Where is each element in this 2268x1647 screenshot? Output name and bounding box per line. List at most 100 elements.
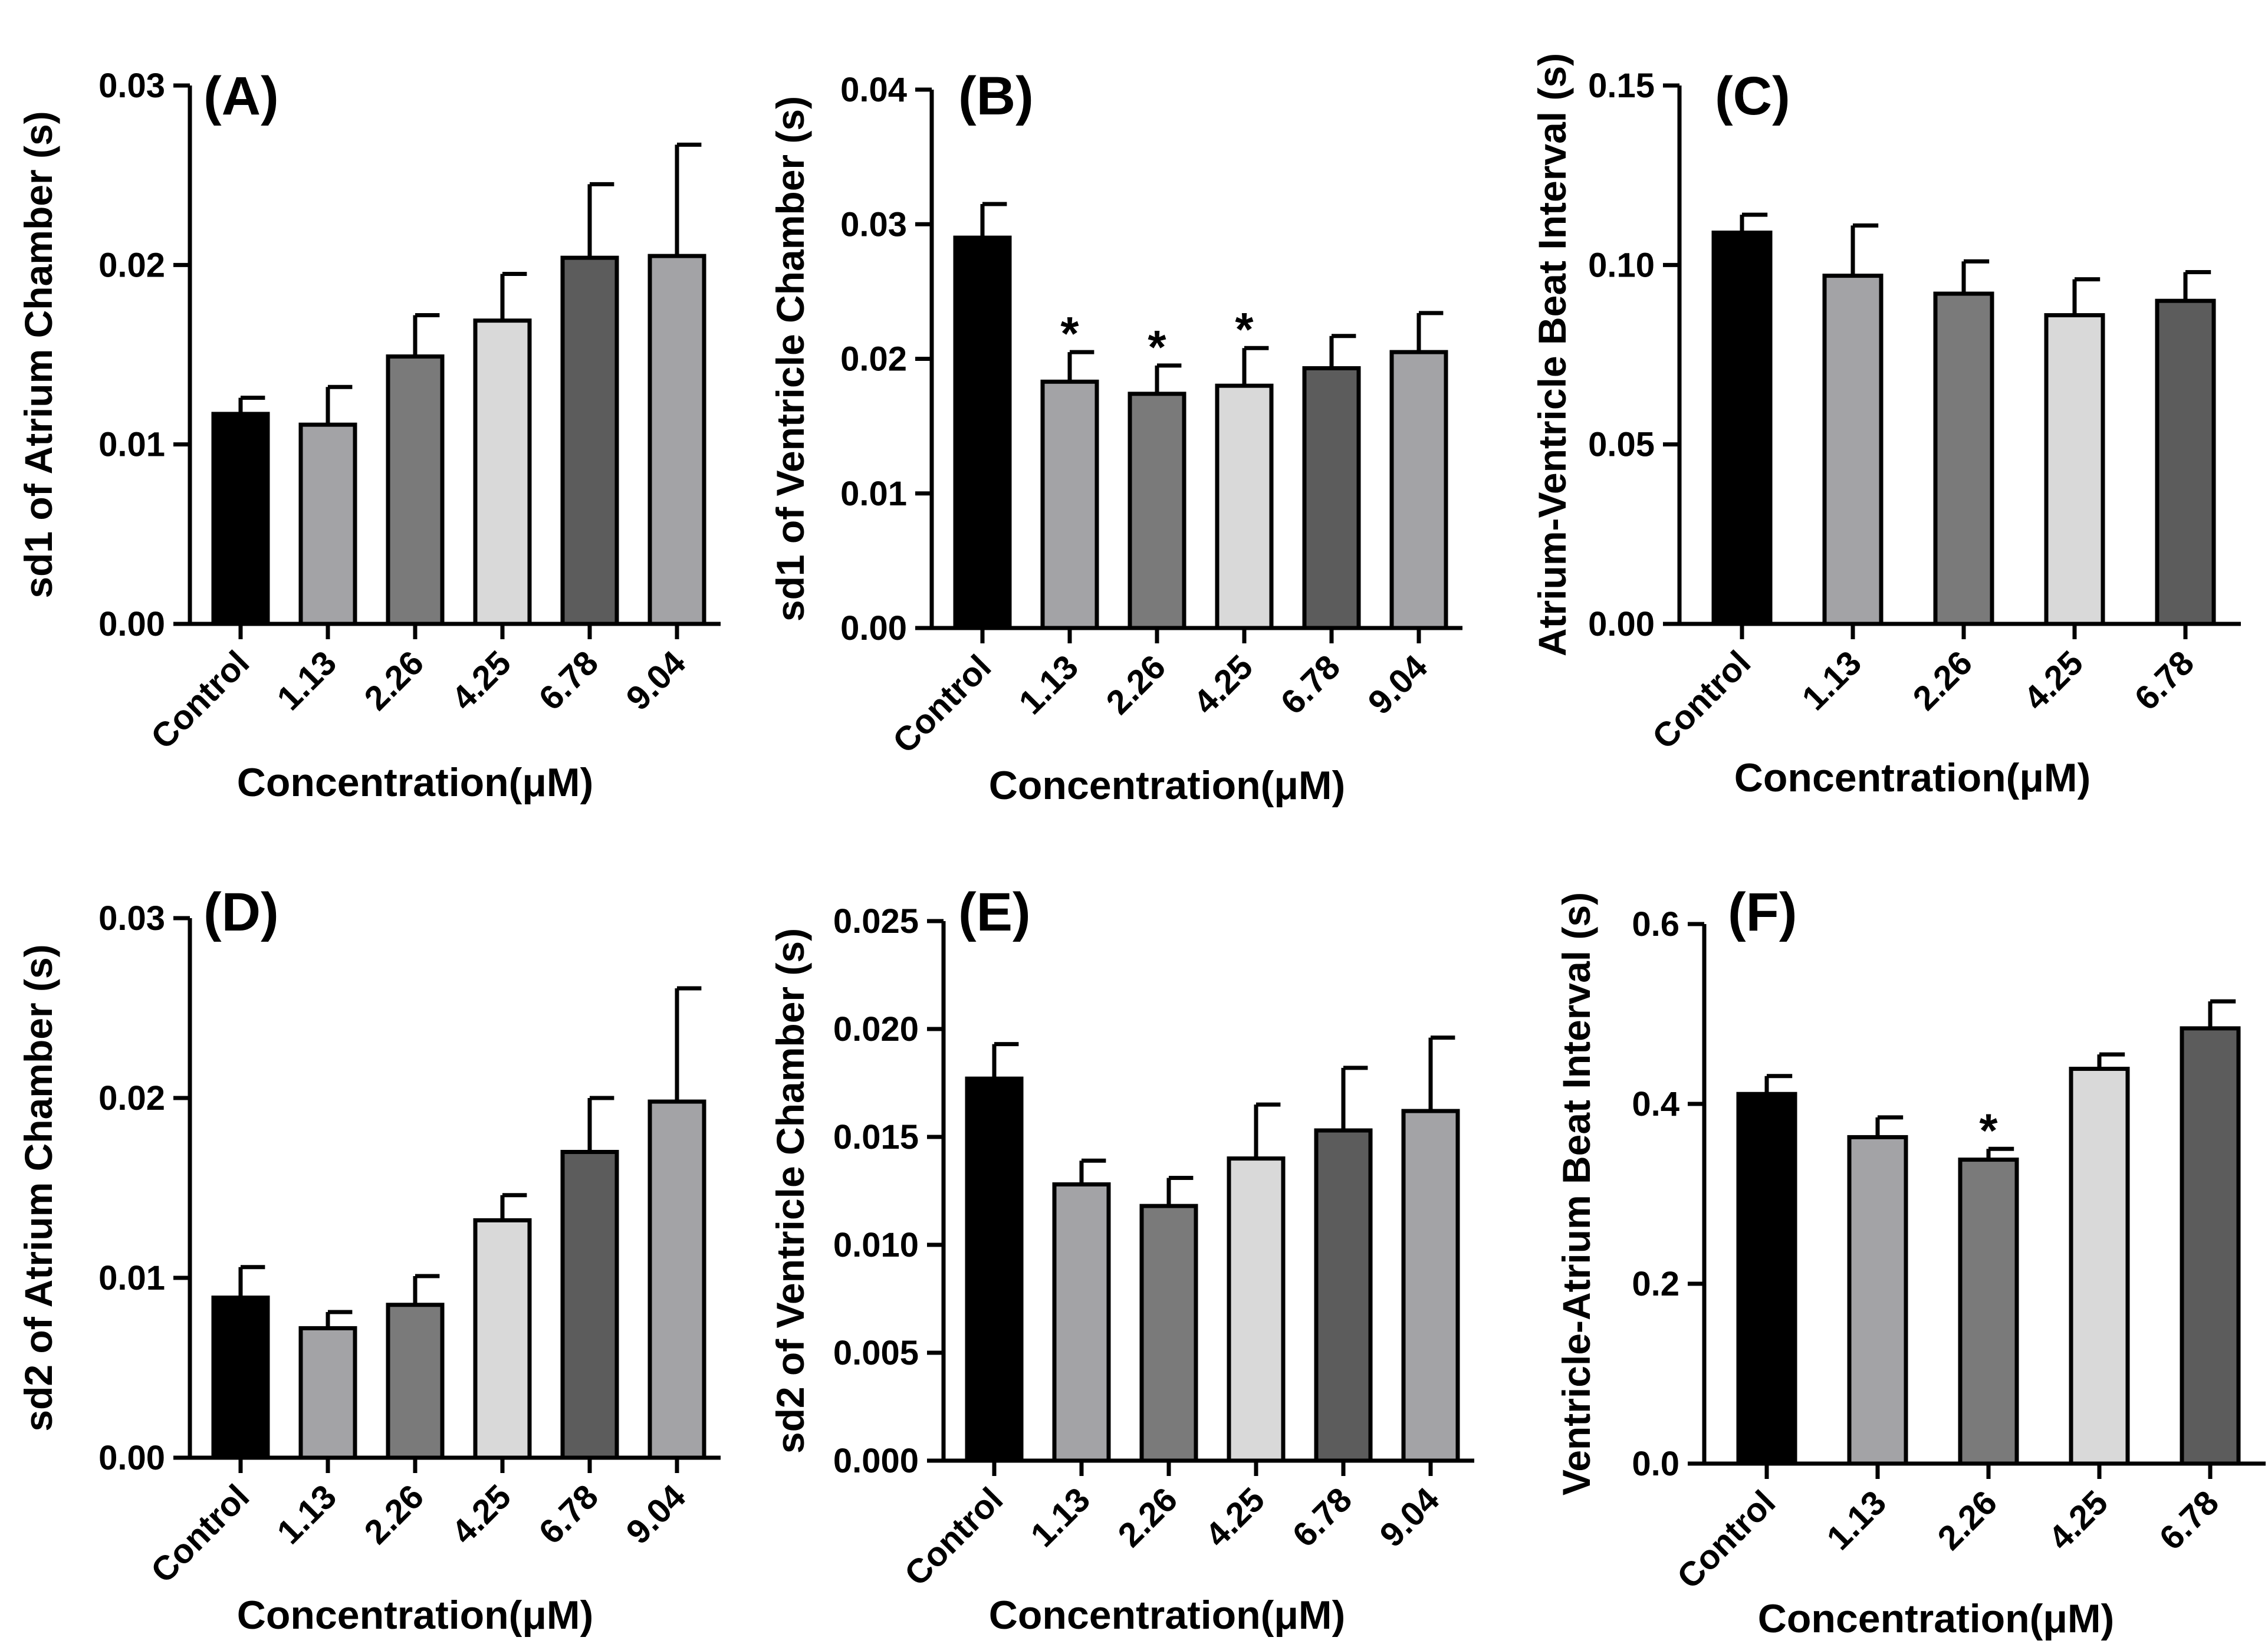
panel-a-bar [211,412,270,626]
panel-c-y-tick-label: 0.05 [1588,426,1655,464]
panel-c-y-axis-title: Atrium-Ventricle Beat Interval (s) [1530,53,1574,656]
panel-f-x-axis-title: Concentration(μM) [1758,1596,2114,1641]
panel-c-category-label: 4.25 [2016,643,2090,718]
panel-a-category-label: 6.78 [531,643,606,718]
panel-f-y-tick-label: 0.0 [1632,1445,1679,1483]
panel-b-y-tick-label: 0.01 [840,475,907,513]
panel-d-label: (D) [203,882,279,942]
panel-a-category-label: 9.04 [619,643,693,718]
panel-e-category-label: Control [897,1480,1010,1593]
panel-a-bar [298,422,357,626]
panel-f-bar [2180,1026,2241,1466]
panel-a: 0.00 0.01 0.02 0.03 Control 1.13 2.26 4.25 6.78 9… [17,66,721,805]
panel-b-y-tick-label: 0.02 [840,340,907,379]
panel-c-bar [1933,291,1994,626]
panel-d: 0.00 0.01 0.02 0.03 Control 1.13 2.26 4.25 6.78 9… [17,882,721,1638]
panel-d-y-tick-label: 0.02 [98,1079,165,1117]
panel-e: 0.000 0.005 0.010 0.015 0.020 0.025 Control 1.1… [768,882,1474,1638]
panel-e-bar [965,1076,1024,1463]
panel-e-category-label: 9.04 [1372,1480,1447,1554]
panel-b-bar [1040,379,1099,630]
panel-c-bar [1711,231,1773,626]
panel-e-y-tick-label: 0.015 [833,1118,919,1156]
panel-b-bar [1302,366,1361,630]
panel-f-bar [1958,1158,2019,1466]
panel-b-significance-mark: * [1148,321,1166,373]
panel-d-bar [560,1150,619,1460]
panel-d-y-axis-title: sd2 of Atrium Chamber (s) [17,944,60,1431]
panel-d-category-label: 9.04 [619,1477,693,1551]
panel-a-y-tick-label: 0.02 [98,246,165,284]
panel-b-category-label: Control [885,647,998,761]
panel-d-bar [647,1099,706,1460]
panel-c-category-label: 1.13 [1794,643,1869,718]
panel-e-y-tick-label: 0.025 [833,902,919,941]
panel-b-category-label: 9.04 [1360,647,1435,722]
panel-c-y-tick-label: 0.15 [1588,67,1655,105]
panel-f-y-tick-label: 0.6 [1632,905,1679,944]
panel-d-y-tick-label: 0.01 [98,1259,165,1297]
panel-f-category-label: 1.13 [1819,1483,1894,1557]
panel-c-category-label: 6.78 [2127,643,2201,718]
panel-a-category-label: 1.13 [269,643,344,718]
panel-c-category-label: Control [1645,643,1758,757]
panel-d-bar [298,1326,357,1460]
panel-e-bar [1227,1156,1286,1463]
panel-d-bar [386,1303,445,1460]
panel-f-category-label: 4.25 [2041,1483,2115,1557]
panel-c-bar [1822,274,1884,626]
panel-c-bar [2044,313,2105,626]
panel-a-y-axis-title: sd1 of Atrium Chamber (s) [17,111,60,598]
panel-b-category-label: 4.25 [1186,647,1260,722]
panel-f-significance-mark: * [1979,1104,1998,1156]
panel-f-category-label: 6.78 [2152,1483,2226,1557]
panel-e-category-label: 1.13 [1023,1480,1097,1554]
panel-e-bar [1314,1128,1373,1463]
panel-e-x-axis-title: Concentration(μM) [989,1593,1345,1638]
panel-a-y-tick-label: 0.00 [98,605,165,643]
panel-f-bar [2069,1067,2130,1466]
panel-d-category-label: 2.26 [357,1477,431,1551]
panel-f-label: (F) [1728,882,1797,942]
panel-e-bar [1052,1182,1111,1463]
panel-a-y-tick-label: 0.01 [98,426,165,464]
panel-a-bar [473,318,532,626]
panel-a-bar [560,255,619,626]
panel-c-y-tick-label: 0.10 [1588,246,1655,284]
panel-f-bar [1847,1135,1908,1466]
panel-d-y-tick-label: 0.03 [98,899,165,938]
panel-c-label: (C) [1715,66,1790,126]
panel-b-bar [1389,350,1448,630]
panel-e-category-label: 4.25 [1198,1480,1272,1554]
panel-c-category-label: 2.26 [1905,643,1980,718]
panel-d-category-label: 4.25 [444,1477,518,1551]
panel-d-bar [211,1296,270,1460]
panel-d-y-tick-label: 0.00 [98,1439,165,1477]
panel-f-category-label: 2.26 [1930,1483,2004,1557]
panel-b-x-axis-title: Concentration(μM) [989,763,1345,808]
panel-b-significance-mark: * [1235,303,1254,356]
panel-b-category-label: 1.13 [1011,647,1086,722]
panel-e-category-label: 2.26 [1110,1480,1185,1554]
panel-c: 0.00 0.05 0.10 0.15 Control 1.13 2.26 4.25 6.78 (… [1530,53,2241,800]
panel-f-y-tick-label: 0.4 [1632,1085,1679,1123]
panel-d-category-label: 6.78 [531,1477,606,1551]
panel-b-category-label: 6.78 [1273,647,1347,722]
panel-f-y-axis-title: Ventricle-Atrium Beat Interval (s) [1554,892,1598,1495]
panel-f-y-tick-label: 0.2 [1632,1265,1679,1303]
panel-b-label: (B) [958,66,1034,126]
panel-d-category-label: Control [143,1477,257,1590]
panel-b-category-label: 2.26 [1099,647,1173,722]
panel-b-y-tick-label: 0.03 [840,205,907,244]
panel-f-category-label: Control [1669,1483,1783,1596]
panel-b-y-tick-label: 0.04 [840,71,907,109]
panel-e-label: (E) [958,882,1031,942]
panel-b-bar [953,235,1012,630]
panel-a-bar [386,354,445,626]
panel-a-category-label: Control [143,643,257,757]
panel-a-bar [647,254,706,626]
panel-d-bar [473,1218,532,1460]
panel-a-category-label: 2.26 [357,643,431,718]
